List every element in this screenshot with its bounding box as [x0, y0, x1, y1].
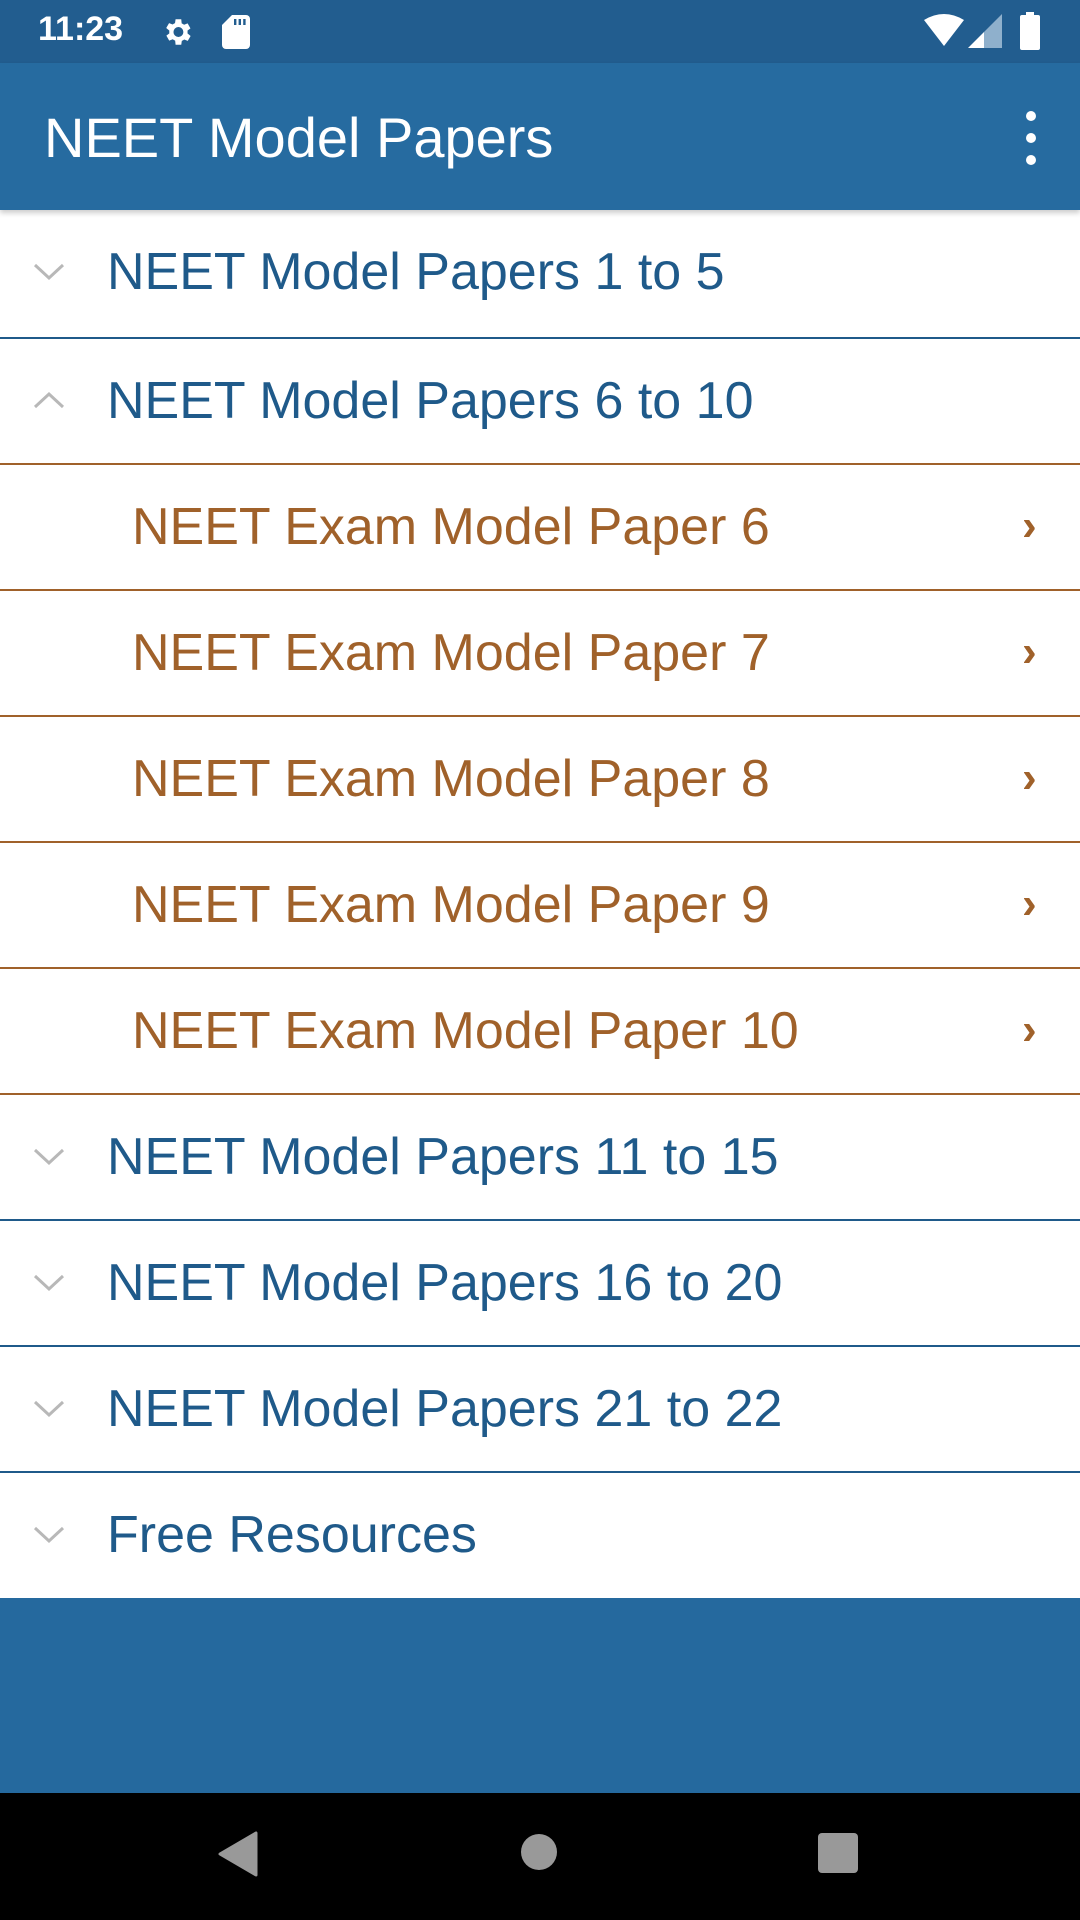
group-label: Free Resources [107, 1506, 477, 1564]
group-label: NEET Model Papers 21 to 22 [107, 1380, 783, 1438]
sd-card-icon [222, 15, 250, 49]
group-label: NEET Model Papers 6 to 10 [107, 372, 754, 430]
signal-icon [968, 14, 1002, 48]
chevron-right-icon: › [1022, 501, 1037, 550]
child-label: NEET Exam Model Paper 7 [132, 624, 770, 682]
chevron-down-icon [33, 263, 65, 281]
chevron-right-icon: › [1022, 879, 1037, 928]
chevron-right-icon: › [1022, 753, 1037, 802]
group-free-resources[interactable]: Free Resources [0, 1473, 1080, 1597]
chevron-right-icon: › [1022, 627, 1037, 676]
group-label: NEET Model Papers 11 to 15 [107, 1128, 779, 1186]
child-paper-10[interactable]: NEET Exam Model Paper 10 › [0, 969, 1080, 1095]
app-bar: NEET Model Papers [0, 63, 1080, 210]
child-label: NEET Exam Model Paper 6 [132, 498, 770, 556]
recents-icon[interactable] [818, 1833, 858, 1873]
expandable-list: NEET Model Papers 1 to 5 NEET Model Pape… [0, 210, 1080, 1597]
group-label: NEET Model Papers 16 to 20 [107, 1254, 783, 1312]
group-label: NEET Model Papers 1 to 5 [107, 243, 725, 301]
child-label: NEET Exam Model Paper 8 [132, 750, 770, 808]
chevron-down-icon [33, 1148, 65, 1166]
chevron-down-icon [33, 1400, 65, 1418]
child-paper-8[interactable]: NEET Exam Model Paper 8 › [0, 717, 1080, 843]
group-papers-11-15[interactable]: NEET Model Papers 11 to 15 [0, 1095, 1080, 1221]
page-title: NEET Model Papers [44, 106, 554, 169]
child-paper-6[interactable]: NEET Exam Model Paper 6 › [0, 465, 1080, 591]
gear-icon [166, 19, 191, 45]
wifi-icon [924, 14, 964, 46]
group-papers-21-22[interactable]: NEET Model Papers 21 to 22 [0, 1347, 1080, 1473]
bottom-banner-area [0, 1598, 1080, 1793]
child-label: NEET Exam Model Paper 9 [132, 876, 770, 934]
group-papers-16-20[interactable]: NEET Model Papers 16 to 20 [0, 1221, 1080, 1347]
more-options-button[interactable] [1000, 103, 1060, 173]
status-bar: 11:23 [0, 0, 1080, 63]
child-paper-9[interactable]: NEET Exam Model Paper 9 › [0, 843, 1080, 969]
group-papers-6-10[interactable]: NEET Model Papers 6 to 10 [0, 339, 1080, 465]
status-time: 11:23 [38, 10, 124, 48]
navigation-bar [0, 1793, 1080, 1920]
home-icon[interactable] [520, 1833, 558, 1871]
child-label: NEET Exam Model Paper 10 [132, 1002, 799, 1060]
battery-icon [1020, 12, 1040, 50]
group-papers-1-5[interactable]: NEET Model Papers 1 to 5 [0, 210, 1080, 339]
child-paper-7[interactable]: NEET Exam Model Paper 7 › [0, 591, 1080, 717]
chevron-right-icon: › [1022, 1005, 1037, 1054]
chevron-down-icon [33, 1526, 65, 1544]
chevron-down-icon [33, 1274, 65, 1292]
back-icon[interactable] [216, 1831, 258, 1877]
chevron-up-icon [33, 391, 65, 409]
